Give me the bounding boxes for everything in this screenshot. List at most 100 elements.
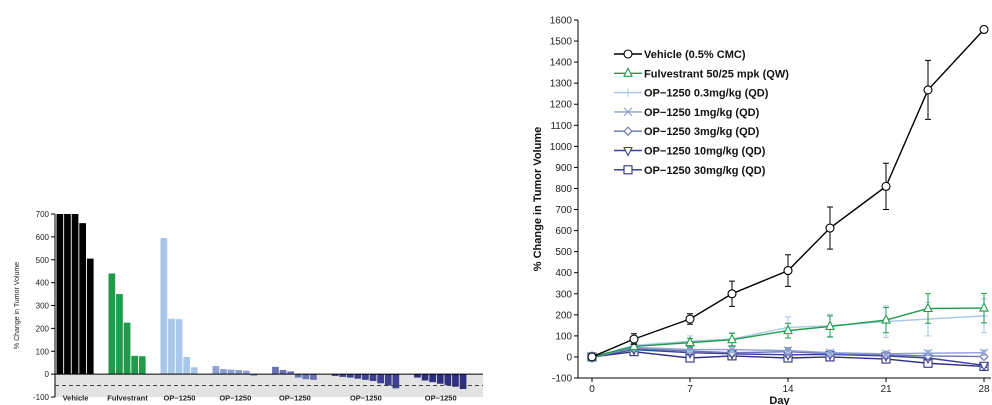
legend-entry: OP−1250 3mg/kg (QD) xyxy=(644,126,760,138)
y-axis-title: % Change in Tumor Volume xyxy=(532,127,544,271)
bar xyxy=(71,214,79,375)
group-label: OP−1250 xyxy=(164,394,196,403)
bar xyxy=(444,374,452,386)
line-chart: -100 0 100 200 300 400 500 600 700 800 900 1000 1100… xyxy=(532,16,991,405)
bar xyxy=(86,258,94,375)
bar xyxy=(287,371,294,375)
marker xyxy=(881,313,891,324)
marker xyxy=(727,333,737,344)
y-tick-label: 0 xyxy=(45,370,50,379)
marker xyxy=(923,302,933,313)
bar xyxy=(272,366,279,375)
bar xyxy=(279,370,287,375)
bar xyxy=(227,369,235,375)
series xyxy=(587,24,989,362)
marker xyxy=(685,314,695,324)
y-tick-label: 1300 xyxy=(550,79,573,90)
marker xyxy=(685,336,695,347)
series xyxy=(587,343,989,362)
marker xyxy=(783,346,793,356)
bar xyxy=(302,374,310,380)
legend-entry: OP−1250 0.3mg/kg (QD) xyxy=(644,88,769,100)
y-tick-label: 400 xyxy=(555,268,572,279)
bar xyxy=(452,374,459,387)
marker xyxy=(623,146,633,157)
marker xyxy=(587,352,597,362)
y-tick-label: 400 xyxy=(36,279,50,288)
bar xyxy=(138,356,146,375)
marker xyxy=(923,348,933,358)
bar xyxy=(346,374,354,378)
bar xyxy=(294,374,302,378)
y-tick-label: 700 xyxy=(36,210,50,219)
marker xyxy=(825,320,835,330)
y-tick-label: -100 xyxy=(552,374,572,385)
x-axis-title: Day xyxy=(769,395,790,405)
bar xyxy=(436,374,444,384)
marker xyxy=(825,223,835,233)
series xyxy=(587,292,989,361)
y-tick-label: 200 xyxy=(36,324,50,333)
x-tick-label: 28 xyxy=(978,384,990,395)
marker xyxy=(979,24,989,35)
bar xyxy=(459,374,467,389)
bar xyxy=(392,374,400,389)
marker xyxy=(623,49,633,59)
y-tick-label: 500 xyxy=(555,247,572,258)
group-label: Fulvestrant xyxy=(107,394,148,403)
bar xyxy=(190,367,198,375)
y-tick-label: -100 xyxy=(33,393,50,402)
x-tick-label: 0 xyxy=(589,384,595,395)
y-tick-label: 600 xyxy=(36,233,50,242)
legend: Vehicle (0.5% CMC) Fulvestrant 50/25 mpk … xyxy=(614,49,789,177)
y-tick-label: 1100 xyxy=(550,121,572,132)
bar xyxy=(250,374,258,376)
bar xyxy=(212,366,220,375)
y-tick-label: 300 xyxy=(555,289,572,300)
bar xyxy=(362,374,369,380)
legend-entry: OP−1250 10mg/kg (QD) xyxy=(644,146,766,158)
legend-entry: Vehicle (0.5% CMC) xyxy=(644,49,746,61)
bar xyxy=(354,374,362,379)
group-label: OP−1250 xyxy=(219,394,251,403)
y-tick-label: 100 xyxy=(555,331,572,342)
y-tick-label: 600 xyxy=(555,226,572,237)
marker xyxy=(624,88,632,97)
y-tick-label: 900 xyxy=(555,163,572,174)
group-label: OP−1250 xyxy=(350,394,382,403)
bar xyxy=(116,294,123,375)
bar xyxy=(421,374,429,381)
bar xyxy=(369,374,377,381)
x-tick-label: 14 xyxy=(782,384,794,395)
bar xyxy=(123,322,131,375)
group-label: OP−1250 xyxy=(425,394,457,403)
y-tick-label: 0 xyxy=(566,352,572,363)
marker xyxy=(825,348,835,358)
x-tick-label: 21 xyxy=(880,384,892,395)
bar xyxy=(168,318,175,375)
marker xyxy=(923,85,933,95)
bar xyxy=(79,223,86,375)
marker xyxy=(881,349,891,359)
y-tick-label: 700 xyxy=(555,205,572,216)
y-tick-label: 500 xyxy=(36,256,50,265)
marker xyxy=(623,67,633,77)
bar xyxy=(131,355,138,375)
legend-entry: Fulvestrant 50/25 mpk (QW) xyxy=(644,68,789,80)
y-tick-label: 1200 xyxy=(550,100,573,111)
bar xyxy=(377,374,384,384)
marker xyxy=(623,165,633,175)
marker xyxy=(783,324,793,335)
marker xyxy=(881,181,891,191)
y-tick-label: 200 xyxy=(555,310,572,321)
marker xyxy=(629,340,639,350)
y-tick-label: 100 xyxy=(36,347,50,356)
marker xyxy=(783,266,793,276)
y-tick-label: 800 xyxy=(555,184,572,195)
y-tick-label: 1500 xyxy=(550,37,573,48)
y-tick-label: 300 xyxy=(36,302,50,311)
marker xyxy=(629,334,639,344)
marker xyxy=(727,345,737,354)
legend-entry: OP−1250 1mg/kg (QD) xyxy=(644,107,760,119)
